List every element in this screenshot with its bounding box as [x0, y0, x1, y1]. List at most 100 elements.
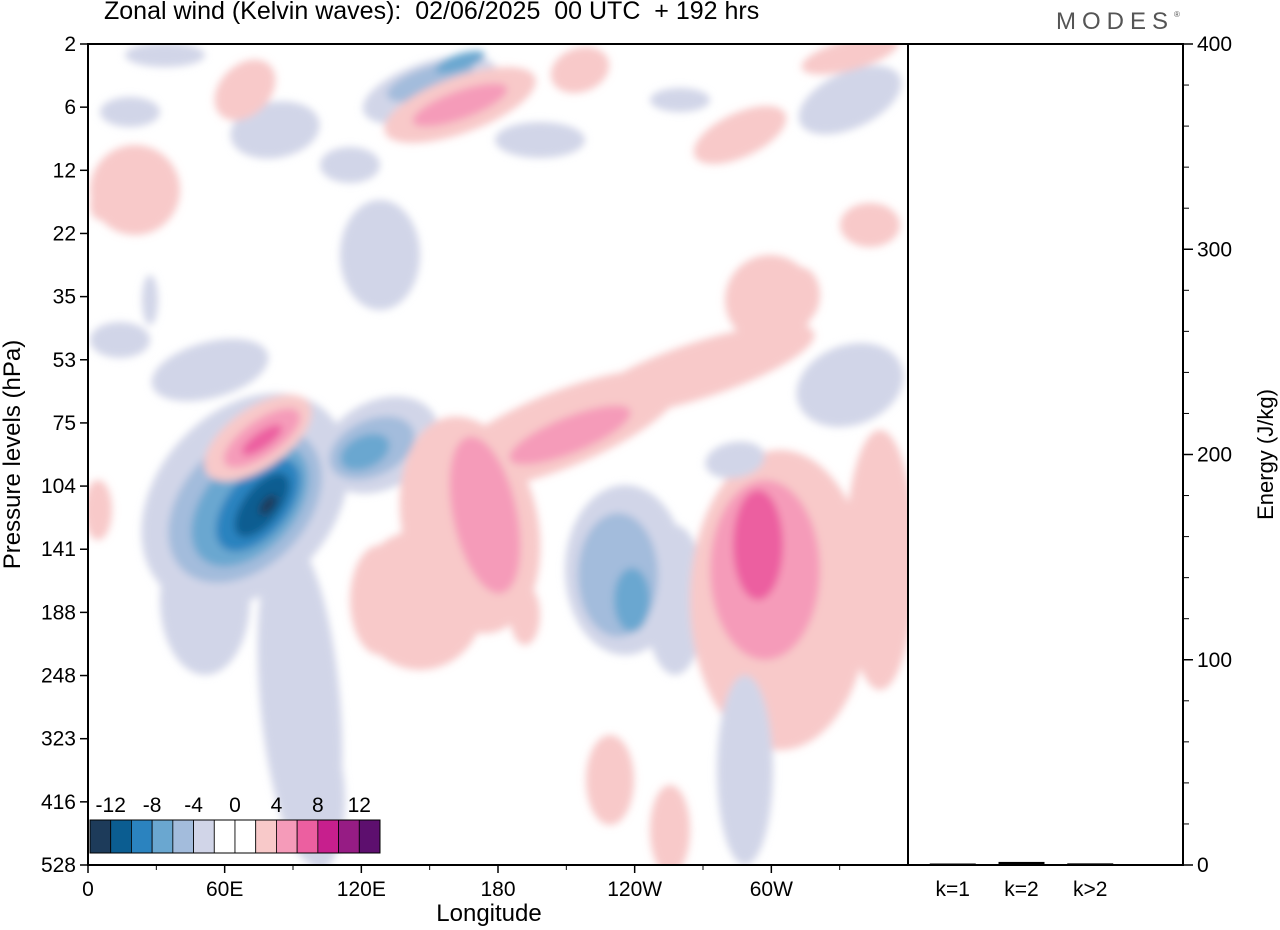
y-tick-label: 416	[41, 791, 76, 814]
y-tick-label: 104	[41, 475, 76, 498]
colorbar-swatch	[213, 819, 236, 854]
wind-contour-blob	[801, 44, 899, 75]
colorbar-swatch	[338, 819, 360, 854]
y-tick-label: 53	[53, 349, 76, 372]
colorbar-swatch	[89, 819, 112, 854]
x-tick-label: 180	[480, 878, 515, 901]
wind-contour-blob	[586, 735, 634, 825]
chart-title: Zonal wind (Kelvin waves): 02/06/2025 00…	[104, 0, 760, 25]
colorbar-label: 8	[312, 794, 324, 817]
y-tick-label: 35	[53, 286, 76, 309]
wind-contour-blob	[350, 545, 410, 655]
wind-contour-blob	[241, 424, 283, 456]
wind-contour-blob	[449, 436, 521, 594]
colorbar-swatch	[317, 819, 339, 854]
wind-contour-blob	[693, 105, 787, 165]
wind-contour-blob	[510, 585, 540, 645]
colorbar-swatch	[255, 819, 277, 854]
colorbar-swatch	[276, 819, 298, 854]
wind-contour-blob	[798, 65, 902, 135]
colorbar-swatch	[296, 819, 319, 854]
wind-contour-blob	[435, 50, 485, 74]
wind-contour-blob	[645, 525, 705, 675]
wind-contour-field	[88, 44, 908, 865]
colorbar-label: 0	[229, 794, 241, 817]
y-tick-label: 188	[41, 601, 76, 624]
x-tick-label: 120W	[607, 878, 662, 901]
wind-contour-blob	[340, 433, 390, 471]
energy-tick-label: 100	[1197, 649, 1232, 672]
energy-tick-label: 400	[1197, 33, 1232, 56]
colorbar-swatch	[172, 819, 194, 854]
colorbar: -12 -8 -4 0 4 8 12	[89, 794, 381, 854]
colorbar-label: -4	[184, 794, 203, 817]
y-tick-label: 75	[53, 412, 76, 435]
wind-contour-blob	[585, 324, 815, 416]
colorbar-frame	[89, 819, 381, 854]
wind-contour-blob	[614, 568, 650, 632]
x-tick-label: 120E	[337, 878, 386, 901]
y-tick-label: 2	[64, 33, 76, 56]
colorbar-swatch	[234, 819, 257, 854]
energy-category-label: k=2	[1004, 878, 1038, 901]
wind-contour-blob	[142, 275, 158, 325]
wind-contour-blob	[509, 405, 631, 465]
wind-contour-blob	[733, 490, 783, 600]
wind-contour-blob	[650, 88, 710, 112]
wind-contour-blob	[550, 46, 610, 94]
x-tick-label: 60E	[206, 878, 243, 901]
colorbar-label: -8	[143, 794, 162, 817]
colorbar-swatch	[151, 819, 174, 854]
energy-tick-label: 200	[1197, 444, 1232, 467]
wind-contour-blob	[214, 59, 276, 121]
colorbar-label: -12	[96, 794, 126, 817]
colorbar-swatch	[358, 819, 381, 854]
energy-axis-label: Energy (J/kg)	[1253, 389, 1278, 520]
wind-contour-blob	[320, 147, 380, 183]
energy-frame	[907, 43, 1184, 866]
energy-tick-label: 0	[1197, 854, 1209, 877]
wind-contour-blob	[845, 430, 908, 690]
y-tick-label: 22	[53, 222, 76, 245]
wind-contour-blob	[650, 785, 690, 865]
modes-logo: MODES®	[1056, 8, 1180, 36]
y-tick-label: 6	[64, 96, 76, 119]
wind-contour-blob	[780, 267, 820, 323]
wind-contour-blob	[100, 97, 160, 127]
wind-contour-blob	[90, 190, 110, 220]
energy-bar-chart: 0 100 200 300 400 Energy (J/kg) k=1 k=2 k>2	[929, 33, 1278, 901]
axes: 2 6 12 22 35 53 75 104 141 188 248 323 416 528 Pressur…	[0, 33, 1184, 927]
wind-contour-blob	[259, 494, 277, 516]
y-tick-label: 323	[41, 728, 76, 751]
wind-contour-blob	[90, 322, 150, 358]
colorbar-label: 4	[271, 794, 283, 817]
wind-contour-blob	[125, 44, 205, 67]
x-tick-label: 0	[82, 878, 94, 901]
wind-contour-blob	[151, 338, 269, 402]
wind-contour-blob	[705, 441, 765, 479]
energy-category-label: k=1	[936, 878, 970, 901]
registered-mark: ®	[1174, 10, 1180, 19]
y-axis-label: Pressure levels (hPa)	[0, 340, 26, 569]
x-axis-label: Longitude	[436, 900, 541, 927]
wind-contour-blob	[90, 145, 180, 235]
logo-text: MODES	[1056, 8, 1175, 35]
y-tick-label: 141	[41, 538, 76, 561]
y-tick-label: 528	[41, 854, 76, 877]
wind-contour-blob	[796, 342, 904, 428]
energy-bar	[929, 863, 976, 865]
wind-contour-blob	[840, 203, 900, 247]
colorbar-label: 12	[348, 794, 371, 817]
energy-bar	[1067, 863, 1114, 865]
energy-category-label: k>2	[1073, 878, 1107, 901]
x-tick-label: 60W	[750, 878, 793, 901]
wind-contour-blob	[412, 83, 508, 127]
wind-contour-blob	[495, 122, 585, 158]
wind-contour-blob	[717, 675, 773, 865]
wind-contour-blob	[230, 101, 320, 159]
wind-contour-blob	[88, 480, 112, 540]
y-tick-label: 248	[41, 665, 76, 688]
colorbar-swatch	[193, 819, 215, 854]
colorbar-swatch	[131, 819, 153, 854]
